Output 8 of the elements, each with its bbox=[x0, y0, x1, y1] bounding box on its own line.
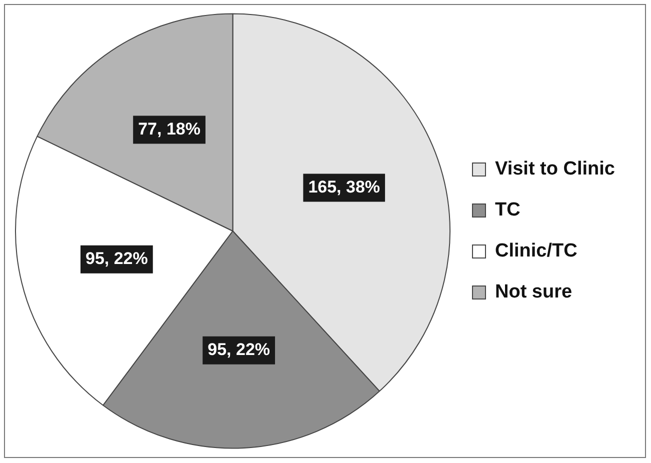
legend-label: Clinic/TC bbox=[495, 240, 578, 262]
data-label: 77, 18% bbox=[138, 119, 200, 138]
legend-label: Not sure bbox=[495, 282, 572, 303]
data-label: 165, 38% bbox=[308, 177, 380, 196]
legend-label: Visit to Clinic bbox=[495, 158, 616, 180]
legend-label: TC bbox=[495, 200, 521, 221]
data-label: 95, 22% bbox=[208, 340, 270, 360]
data-label: 95, 22% bbox=[85, 249, 148, 268]
